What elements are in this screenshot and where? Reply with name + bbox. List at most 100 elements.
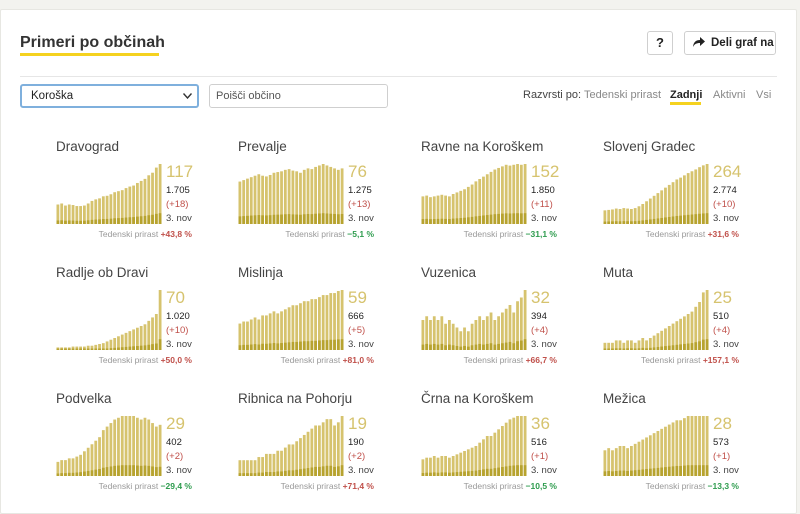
sparkline-new-cases-bar — [56, 348, 60, 350]
sparkline-bar — [611, 342, 614, 350]
region-select[interactable]: Koroška — [20, 84, 199, 108]
sparkline-new-cases-bar — [652, 347, 656, 350]
sparkline-new-cases-bar — [444, 472, 447, 476]
sparkline-bar — [136, 182, 139, 224]
sparkline-new-cases-bar — [321, 340, 325, 350]
sparkline-new-cases-bar — [440, 472, 444, 476]
municipality-card[interactable]: Vuzenica 32 394 (+4) 3. nov Tedenski prirast … — [421, 265, 591, 375]
sparkline-bar — [694, 169, 698, 224]
weekly-growth: Tedenski prirast −29,4 % — [90, 481, 192, 491]
municipality-card[interactable]: Muta 25 510 (+4) 3. nov Tedenski prirast +157… — [603, 265, 773, 375]
sparkline-bar — [154, 426, 158, 476]
municipality-card[interactable]: Mislinja 59 666 (+5) 3. nov Tedenski prirast … — [238, 265, 408, 375]
sparkline-new-cases-bar — [299, 341, 302, 350]
sparkline-bar — [645, 201, 648, 224]
sparkline-bar — [504, 422, 508, 476]
sparkline-bar — [451, 323, 455, 350]
sparkline-bar — [67, 458, 71, 476]
municipality-sparkline — [421, 416, 527, 476]
sparkline-bar — [618, 209, 622, 224]
sparkline-bar — [459, 190, 463, 224]
sparkline-new-cases-bar — [246, 215, 249, 224]
sparkline-new-cases-bar — [113, 465, 117, 476]
sparkline-new-cases-bar — [98, 219, 101, 224]
sparkline-bar — [698, 416, 701, 476]
sparkline-new-cases-bar — [667, 216, 671, 224]
sparkline-new-cases-bar — [614, 470, 618, 476]
sparkline-new-cases-bar — [98, 469, 101, 476]
weekly-growth: Tedenski prirast −31,1 % — [455, 229, 557, 239]
sort-option-weekly[interactable]: Tedenski prirast — [584, 89, 662, 101]
sparkline-new-cases-bar — [440, 343, 444, 350]
sparkline-bar — [283, 447, 287, 476]
sparkline-bar — [425, 195, 429, 224]
sparkline-bar — [90, 444, 94, 476]
sparkline-new-cases-bar — [101, 219, 105, 224]
sparkline-new-cases-bar — [291, 341, 295, 350]
sparkline-new-cases-bar — [516, 465, 519, 476]
sparkline-bar — [675, 179, 679, 224]
sparkline-new-cases-bar — [466, 471, 470, 476]
municipality-card[interactable]: Prevalje 76 1.275 (+13) 3. nov Tedenski prira… — [238, 139, 408, 249]
sparkline-bar — [489, 436, 493, 476]
sparkline-bar — [683, 316, 686, 350]
sparkline-new-cases-bar — [132, 465, 135, 476]
weekly-growth: Tedenski prirast −10,5 % — [455, 481, 557, 491]
sparkline-new-cases-bar — [493, 344, 497, 350]
municipality-sparkline — [421, 164, 527, 224]
municipality-card[interactable]: Slovenj Gradec 264 2.774 (+10) 3. nov Tedensk… — [603, 139, 773, 249]
sparkline-new-cases-bar — [83, 220, 86, 224]
sparkline-new-cases-bar — [504, 466, 508, 476]
municipality-card[interactable]: Ravne na Koroškem 152 1.850 (+11) 3. nov Tede… — [421, 139, 591, 249]
sparkline-bar — [679, 318, 682, 350]
municipality-card[interactable]: Ribnica na Pohorju 19 190 (+2) 3. nov Tedensk… — [238, 391, 408, 501]
share-button[interactable]: Deli graf na — [684, 31, 776, 55]
municipality-card[interactable]: Črna na Koroškem 36 516 (+1) 3. nov Tedenski … — [421, 391, 591, 501]
sparkline-new-cases-bar — [448, 344, 451, 350]
sparkline-new-cases-bar — [276, 471, 280, 476]
sort-option-active[interactable]: Aktivni — [713, 89, 746, 101]
sparkline-new-cases-bar — [257, 215, 261, 224]
sparkline-new-cases-bar — [136, 216, 139, 224]
sparkline-new-cases-bar — [497, 343, 500, 350]
sparkline-new-cases-bar — [105, 348, 109, 350]
sparkline-new-cases-bar — [444, 218, 447, 224]
sparkline-new-cases-bar — [113, 347, 117, 350]
sparkline-bar — [295, 441, 299, 476]
sparkline-bar — [466, 449, 470, 476]
sparkline-bar — [485, 316, 489, 350]
municipality-card[interactable]: Dravograd 117 1.705 (+18) 3. nov Tedenski pri… — [56, 139, 226, 249]
sparkline-new-cases-bar — [512, 343, 516, 350]
sparkline-bar — [265, 315, 268, 350]
sparkline-new-cases-bar — [253, 473, 257, 476]
sparkline-bar — [147, 320, 151, 350]
municipality-card[interactable]: Mežica 28 573 (+1) 3. nov Tedenski prirast −1… — [603, 391, 773, 501]
sparkline-new-cases-bar — [117, 465, 120, 476]
sparkline-bar — [421, 196, 425, 224]
sparkline-new-cases-bar — [485, 468, 489, 476]
sparkline-new-cases-bar — [329, 465, 333, 476]
sparkline-new-cases-bar — [314, 466, 317, 476]
sparkline-new-cases-bar — [637, 348, 641, 350]
sparkline-bar — [143, 417, 147, 476]
sparkline-new-cases-bar — [64, 220, 67, 224]
sparkline-new-cases-bar — [318, 340, 321, 350]
sparkline-new-cases-bar — [340, 465, 344, 476]
help-button[interactable]: ? — [647, 31, 673, 55]
sort-option-all[interactable]: Vsi — [756, 89, 772, 101]
municipality-name: Črna na Koroškem — [421, 391, 534, 406]
sparkline-new-cases-bar — [489, 343, 493, 350]
sparkline-bar — [295, 305, 299, 350]
daily-delta-value: (+2) — [348, 451, 366, 462]
sparkline-bar — [75, 206, 79, 224]
sparkline-bar — [306, 168, 310, 224]
sparkline-bar — [120, 334, 124, 350]
search-input[interactable]: Poišči občino — [209, 84, 388, 108]
sparkline-bar — [113, 192, 117, 224]
municipality-card[interactable]: Radlje ob Dravi 70 1.020 (+10) 3. nov Tedensk… — [56, 265, 226, 375]
sort-option-latest[interactable]: Zadnji — [670, 89, 703, 101]
municipality-card[interactable]: Podvelka 29 402 (+2) 3. nov Tedenski prirast … — [56, 391, 226, 501]
daily-delta-value: (+4) — [713, 325, 731, 336]
weekly-growth: Tedenski prirast −5,1 % — [272, 229, 374, 239]
active-cases-value: 32 — [531, 288, 550, 307]
